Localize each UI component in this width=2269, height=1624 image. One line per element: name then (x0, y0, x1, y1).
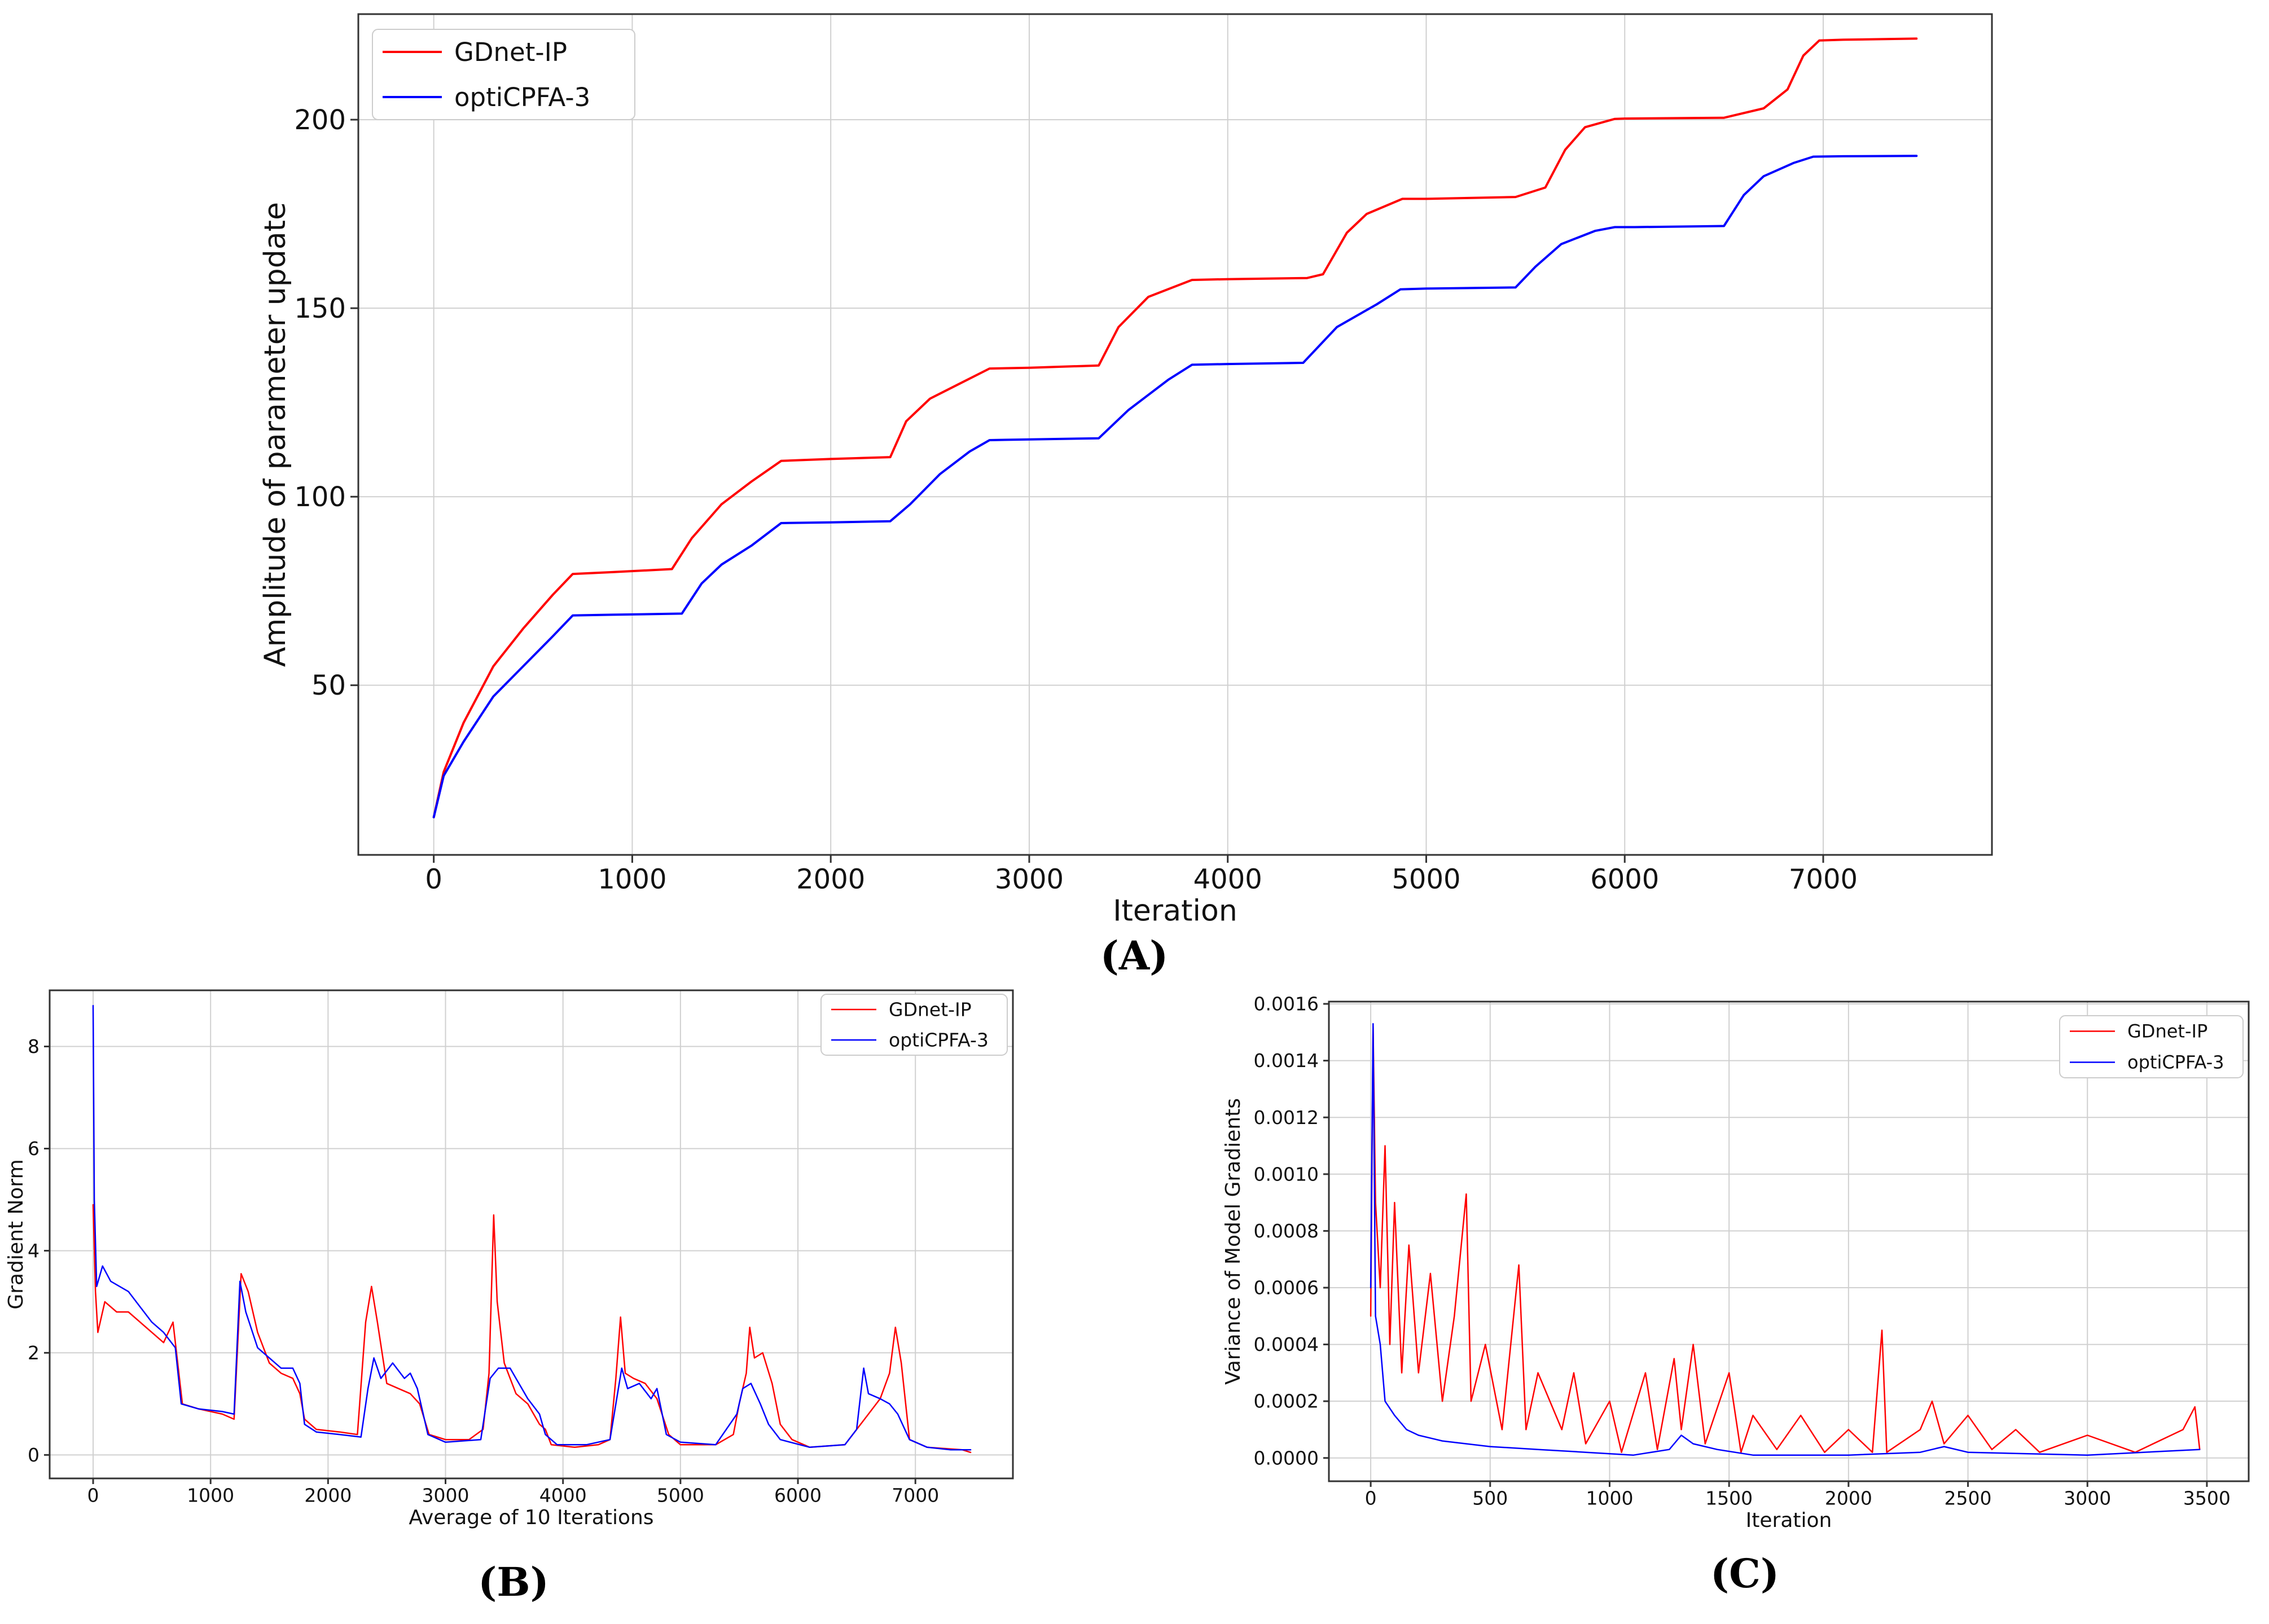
y-tick-label: 6 (28, 1138, 40, 1160)
x-tick-label: 1000 (1586, 1487, 1633, 1509)
panel-label: (C) (1710, 1550, 1779, 1597)
chart-a: 0 1000 2000 3000 4000 5000 6000 7000 50 100 150 200… (258, 13, 1993, 979)
legend: GDnet-IP optiCPFA-3 (372, 29, 635, 120)
panel-label: (B) (478, 1559, 548, 1605)
y-tick-label: 0.0002 (1254, 1390, 1319, 1412)
legend-label: optiCPFA-3 (2127, 1052, 2224, 1073)
series-line-opticpfa-3 (432, 155, 1918, 819)
x-tick-label: 0 (1365, 1487, 1377, 1509)
x-tick-label: 0 (87, 1484, 99, 1506)
x-tick-label: 4000 (539, 1484, 587, 1506)
x-tick-label: 1000 (187, 1484, 234, 1506)
y-tick-label: 0.0008 (1254, 1220, 1319, 1242)
x-tick-label: 7000 (892, 1484, 939, 1506)
series-line-gdnet-ip (432, 37, 1918, 819)
legend: GDnet-IP optiCPFA-3 (2059, 1015, 2244, 1078)
x-tick-label: 1000 (598, 864, 666, 896)
x-tick-label: 2000 (1825, 1487, 1872, 1509)
y-tick-label: 200 (294, 104, 346, 136)
y-tick-label: 0.0012 (1254, 1107, 1319, 1129)
x-tick-label: 5000 (657, 1484, 704, 1506)
plot-area (1328, 1000, 2250, 1482)
x-axis-title: Iteration (1746, 1509, 1832, 1532)
y-tick-label: 0.0016 (1254, 993, 1319, 1015)
x-tick-label: 500 (1472, 1487, 1508, 1509)
x-tick-label: 2000 (304, 1484, 352, 1506)
y-tick-label: 0.0010 (1254, 1163, 1319, 1185)
y-tick-label: 100 (294, 481, 346, 513)
x-axis-title: Iteration (1113, 894, 1237, 928)
legend-label: GDnet-IP (889, 999, 972, 1021)
y-axis-title: Variance of Model Gradients (1222, 1098, 1245, 1385)
y-tick-label: 0.0014 (1254, 1050, 1319, 1072)
y-tick-label: 50 (311, 670, 346, 701)
chart-b: 0 1000 2000 3000 4000 5000 6000 7000 0 2 4 6 8 Averag… (5, 989, 1014, 1605)
legend-label: optiCPFA-3 (454, 82, 590, 112)
x-tick-label: 3000 (422, 1484, 469, 1506)
x-tick-label: 0 (425, 864, 442, 896)
x-tick-label: 6000 (1590, 864, 1659, 896)
x-tick-label: 7000 (1789, 864, 1858, 896)
x-tick-label: 6000 (774, 1484, 822, 1506)
x-tick-label: 4000 (1193, 864, 1262, 896)
chart-c: 0 500 1000 1500 2000 2500 3000 3500 0.0000 0.0002… (1222, 993, 2250, 1597)
plot-area (357, 13, 1993, 856)
y-tick-label: 0.0006 (1254, 1277, 1319, 1299)
series-line-gdnet-ip (92, 1204, 972, 1454)
x-tick-label: 2000 (796, 864, 865, 896)
series-line-opticpfa-3 (92, 1004, 972, 1451)
y-tick-label: 0.0004 (1254, 1333, 1319, 1355)
x-tick-label: 2500 (1945, 1487, 1992, 1509)
y-tick-label: 2 (28, 1342, 40, 1364)
y-tick-label: 0.0000 (1254, 1447, 1319, 1469)
legend-label: optiCPFA-3 (889, 1029, 989, 1051)
y-tick-label: 0 (28, 1444, 40, 1466)
legend-label: GDnet-IP (454, 37, 567, 67)
y-axis-title: Amplitude of parameter update (258, 202, 292, 667)
plot-area (49, 989, 1014, 1480)
legend: GDnet-IP optiCPFA-3 (820, 994, 1008, 1056)
x-tick-label: 1500 (1705, 1487, 1753, 1509)
panel-label: (A) (1100, 932, 1169, 979)
x-tick-label: 3000 (2064, 1487, 2111, 1509)
y-tick-label: 150 (294, 293, 346, 324)
x-tick-label: 3000 (995, 864, 1064, 896)
x-tick-label: 3500 (2183, 1487, 2231, 1509)
y-axis-title: Gradient Norm (5, 1159, 28, 1309)
y-tick-label: 4 (28, 1240, 40, 1262)
legend-label: GDnet-IP (2127, 1021, 2207, 1042)
x-axis-title: Average of 10 Iterations (409, 1506, 653, 1529)
series-line-opticpfa-3 (1370, 1022, 2201, 1456)
y-tick-label: 8 (28, 1035, 40, 1057)
x-tick-label: 5000 (1392, 864, 1460, 896)
series-line-gdnet-ip (1370, 1026, 2201, 1453)
